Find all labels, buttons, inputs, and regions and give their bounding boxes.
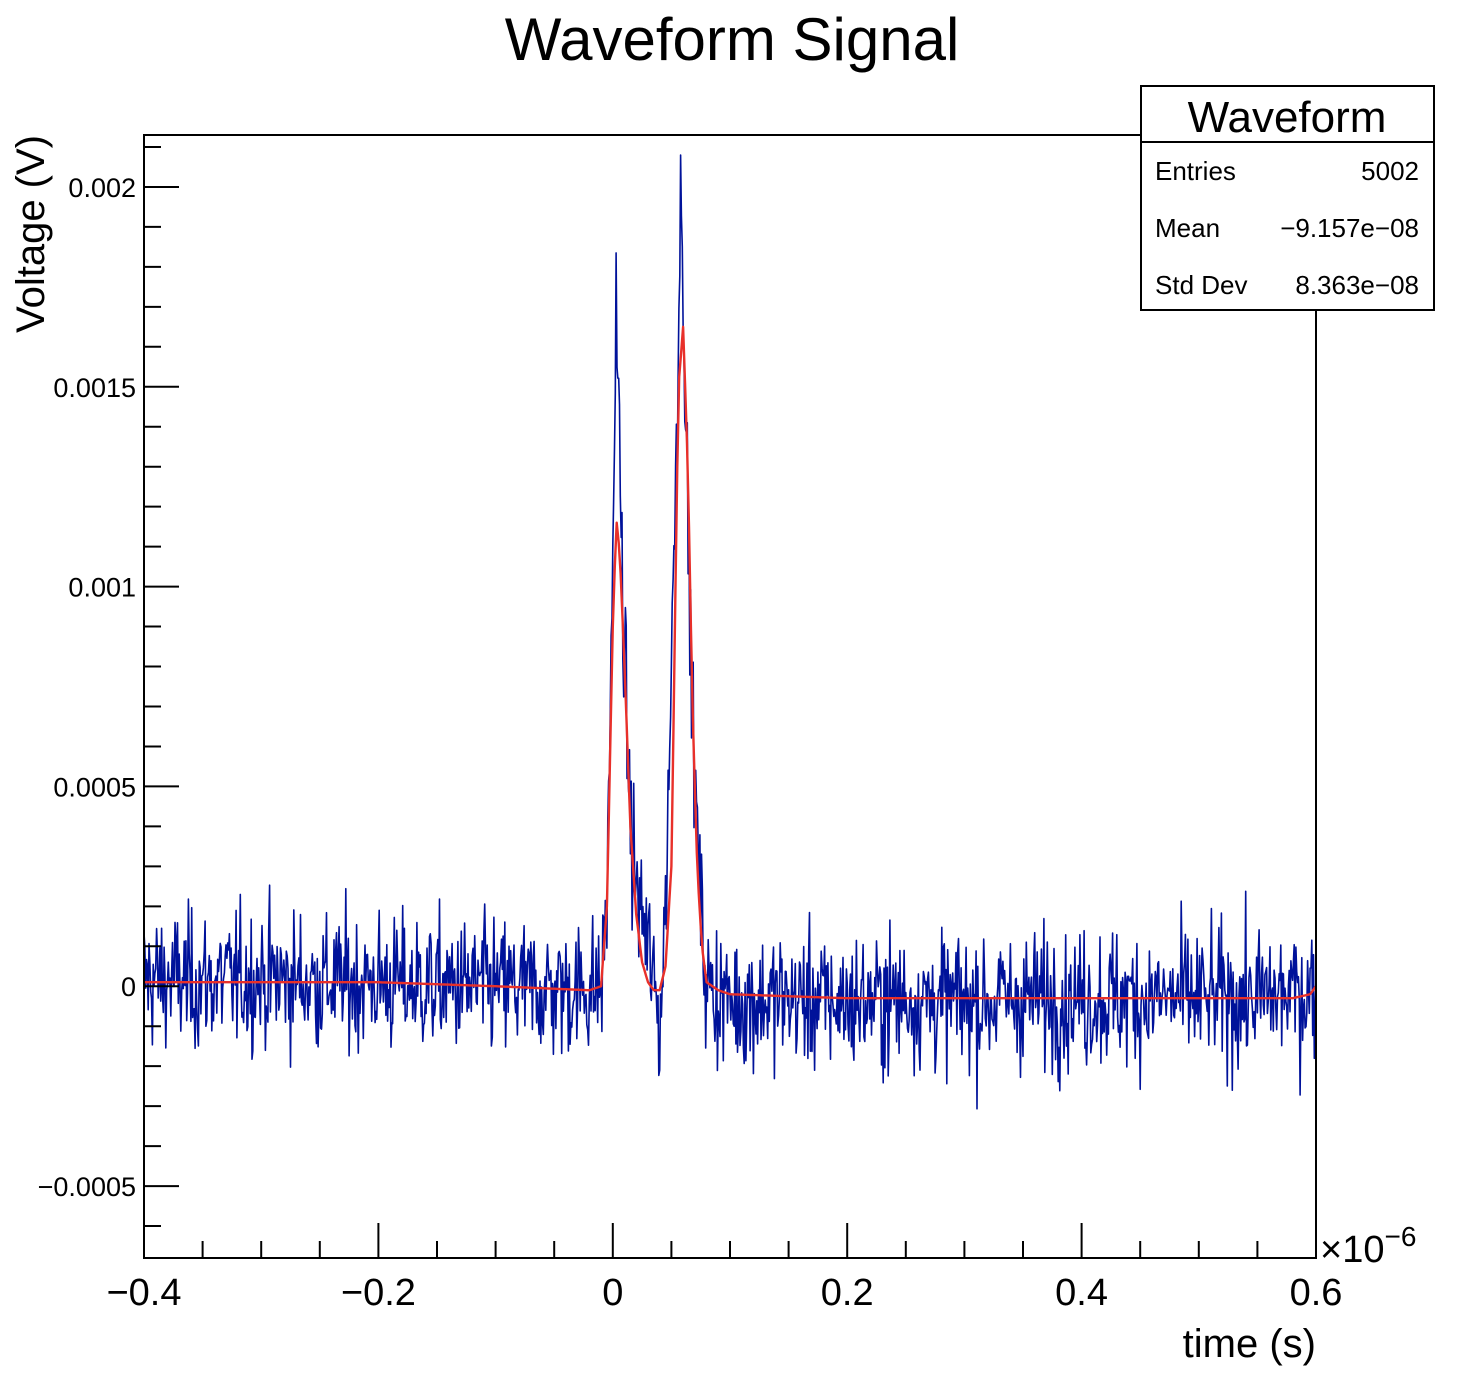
stats-box-title: Waveform [1188, 93, 1387, 142]
series-layer [143, 154, 1317, 1110]
x-axis-ticks: −0.4 −0.2 0 0.2 0.4 0.6 [106, 1223, 1342, 1314]
plot-area: −0.4 −0.2 0 0.2 0.4 0.6 −0.0005 0 0.0005 0.001 0.… [38, 134, 1342, 1314]
x-tick-label: 0.2 [821, 1272, 874, 1314]
x-tick-label: −0.4 [106, 1272, 181, 1314]
stats-mean-label: Mean [1155, 213, 1220, 243]
x-tick-label: 0.4 [1055, 1272, 1108, 1314]
y-axis-label: Voltage (V) [9, 135, 53, 333]
stats-entries-label: Entries [1155, 156, 1236, 186]
stats-stddev-label: Std Dev [1155, 270, 1248, 300]
y-tick-label: −0.0005 [38, 1172, 136, 1202]
x-tick-label: 0.6 [1290, 1272, 1343, 1314]
y-tick-label: 0.0005 [53, 772, 136, 802]
y-tick-label: 0 [121, 972, 136, 1002]
x-tick-label: 0 [602, 1272, 623, 1314]
x-axis-label: time (s) [1183, 1322, 1316, 1366]
x-multiplier-exponent: −6 [1384, 1221, 1416, 1252]
x-axis-multiplier: ×10−6 [1320, 1221, 1416, 1271]
y-tick-label: 0.002 [68, 173, 136, 203]
stats-entries-value: 5002 [1361, 156, 1419, 186]
series-line-1 [144, 325, 1317, 1000]
stats-box-frame [1140, 85, 1435, 311]
stats-box: Waveform Entries 5002 Mean −9.157e−08 St… [1140, 85, 1435, 311]
stats-mean-value: −9.157e−08 [1280, 213, 1419, 243]
chart-title: Waveform Signal [505, 6, 960, 73]
x-multiplier-base: ×10 [1320, 1229, 1384, 1271]
x-tick-label: −0.2 [341, 1272, 416, 1314]
series-line-0 [143, 154, 1317, 1110]
y-tick-label: 0.0015 [53, 373, 136, 403]
y-axis-ticks: −0.0005 0 0.0005 0.001 0.0015 0.002 [38, 145, 179, 1228]
y-tick-label: 0.001 [68, 573, 136, 603]
stats-stddev-value: 8.363e−08 [1295, 270, 1419, 300]
